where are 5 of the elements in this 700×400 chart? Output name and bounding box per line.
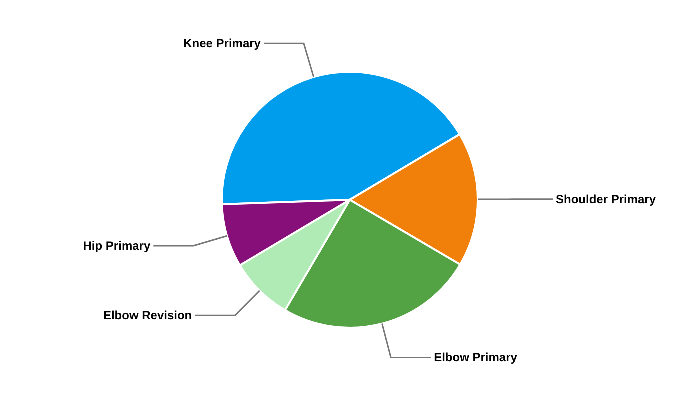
slice-label: Elbow Primary [434, 350, 518, 365]
slice-label: Elbow Revision [103, 308, 192, 323]
slice-label: Knee Primary [184, 36, 262, 51]
slice-label: Shoulder Primary [556, 192, 656, 206]
slice-label: Hip Primary [83, 239, 151, 254]
